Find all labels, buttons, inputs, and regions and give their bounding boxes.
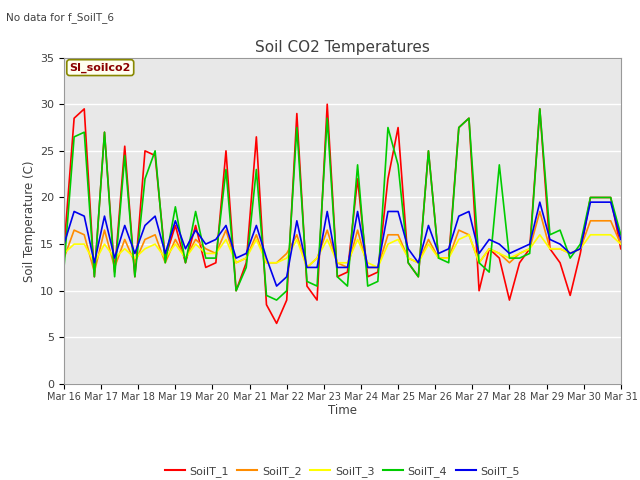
Y-axis label: Soil Temperature (C): Soil Temperature (C): [23, 160, 36, 282]
Text: SI_soilco2: SI_soilco2: [70, 62, 131, 73]
X-axis label: Time: Time: [328, 405, 357, 418]
Legend: SoilT_1, SoilT_2, SoilT_3, SoilT_4, SoilT_5: SoilT_1, SoilT_2, SoilT_3, SoilT_4, Soil…: [160, 461, 525, 480]
Text: No data for f_SoilT_6: No data for f_SoilT_6: [6, 12, 115, 23]
Title: Soil CO2 Temperatures: Soil CO2 Temperatures: [255, 40, 430, 55]
